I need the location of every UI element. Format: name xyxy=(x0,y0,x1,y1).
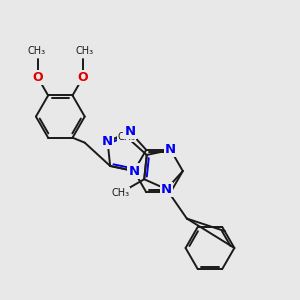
Text: N: N xyxy=(128,164,140,178)
Text: N: N xyxy=(102,135,113,148)
Text: CH₃: CH₃ xyxy=(75,46,93,56)
Text: N: N xyxy=(165,143,176,156)
Text: CH₃: CH₃ xyxy=(27,46,45,56)
Text: O: O xyxy=(33,71,43,85)
Text: CH₃: CH₃ xyxy=(118,132,136,142)
Text: O: O xyxy=(77,71,88,85)
Text: N: N xyxy=(161,183,172,196)
Text: CH₃: CH₃ xyxy=(112,188,130,198)
Text: N: N xyxy=(124,125,136,138)
